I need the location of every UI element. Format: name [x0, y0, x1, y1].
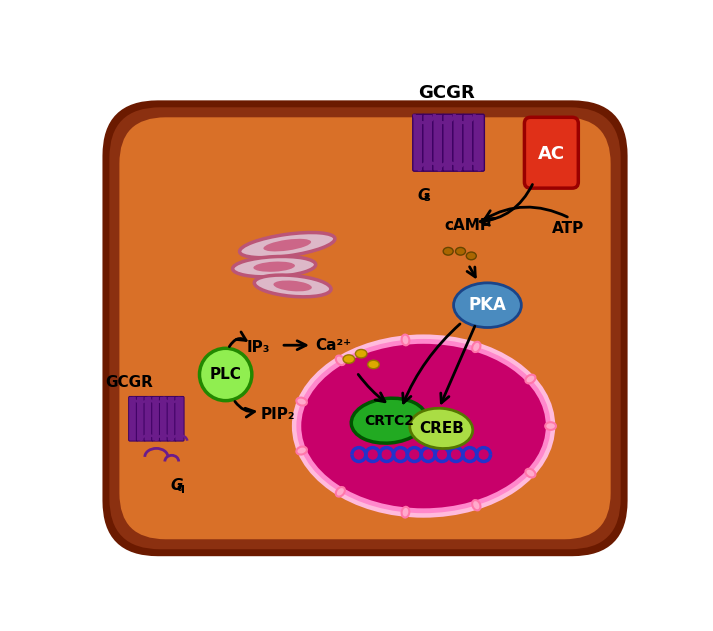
Ellipse shape [443, 247, 453, 255]
FancyBboxPatch shape [128, 396, 138, 441]
Ellipse shape [274, 281, 312, 292]
Ellipse shape [410, 408, 473, 449]
Ellipse shape [545, 422, 556, 430]
Ellipse shape [343, 355, 354, 363]
Text: q: q [176, 483, 184, 493]
Text: CREB: CREB [419, 421, 463, 436]
Ellipse shape [336, 355, 345, 365]
Text: PLC: PLC [210, 367, 242, 382]
FancyBboxPatch shape [443, 114, 454, 171]
Text: G: G [170, 478, 183, 493]
Ellipse shape [255, 275, 331, 297]
Ellipse shape [525, 469, 535, 478]
FancyBboxPatch shape [433, 114, 444, 171]
Ellipse shape [336, 487, 345, 497]
FancyBboxPatch shape [144, 396, 153, 441]
Text: AC: AC [538, 145, 565, 163]
Text: G: G [417, 187, 430, 203]
Ellipse shape [299, 341, 548, 510]
Ellipse shape [352, 398, 426, 443]
FancyBboxPatch shape [167, 396, 176, 441]
FancyBboxPatch shape [136, 396, 145, 441]
Text: ATP: ATP [552, 221, 585, 236]
FancyBboxPatch shape [463, 114, 474, 171]
Text: CRTC2: CRTC2 [364, 414, 414, 428]
Text: Ca²⁺: Ca²⁺ [315, 338, 352, 353]
Ellipse shape [368, 360, 379, 369]
Ellipse shape [297, 398, 307, 406]
Ellipse shape [472, 500, 481, 510]
Ellipse shape [472, 342, 481, 352]
FancyBboxPatch shape [103, 100, 627, 556]
Ellipse shape [292, 334, 555, 517]
Text: s: s [424, 193, 430, 203]
Text: PIP₂: PIP₂ [261, 407, 295, 422]
FancyBboxPatch shape [473, 114, 484, 171]
FancyBboxPatch shape [119, 117, 610, 540]
FancyBboxPatch shape [423, 114, 434, 171]
Text: IP₃: IP₃ [247, 340, 270, 355]
Ellipse shape [466, 252, 476, 260]
Ellipse shape [401, 507, 409, 517]
Ellipse shape [253, 262, 295, 272]
FancyBboxPatch shape [109, 107, 621, 549]
Circle shape [200, 348, 252, 401]
FancyBboxPatch shape [453, 114, 464, 171]
Ellipse shape [453, 283, 521, 327]
Text: GCGR: GCGR [105, 375, 153, 390]
FancyBboxPatch shape [525, 117, 578, 188]
Ellipse shape [355, 350, 367, 358]
FancyBboxPatch shape [413, 114, 424, 171]
FancyBboxPatch shape [175, 396, 184, 441]
Ellipse shape [525, 375, 535, 384]
Ellipse shape [232, 256, 316, 277]
Ellipse shape [456, 247, 466, 255]
FancyBboxPatch shape [160, 396, 169, 441]
Ellipse shape [240, 232, 335, 257]
FancyBboxPatch shape [152, 396, 161, 441]
Ellipse shape [263, 239, 311, 251]
Ellipse shape [297, 447, 307, 454]
Text: GCGR: GCGR [419, 84, 475, 102]
Ellipse shape [401, 334, 409, 345]
Text: PKA: PKA [468, 296, 506, 314]
Text: cAMP: cAMP [445, 218, 492, 233]
